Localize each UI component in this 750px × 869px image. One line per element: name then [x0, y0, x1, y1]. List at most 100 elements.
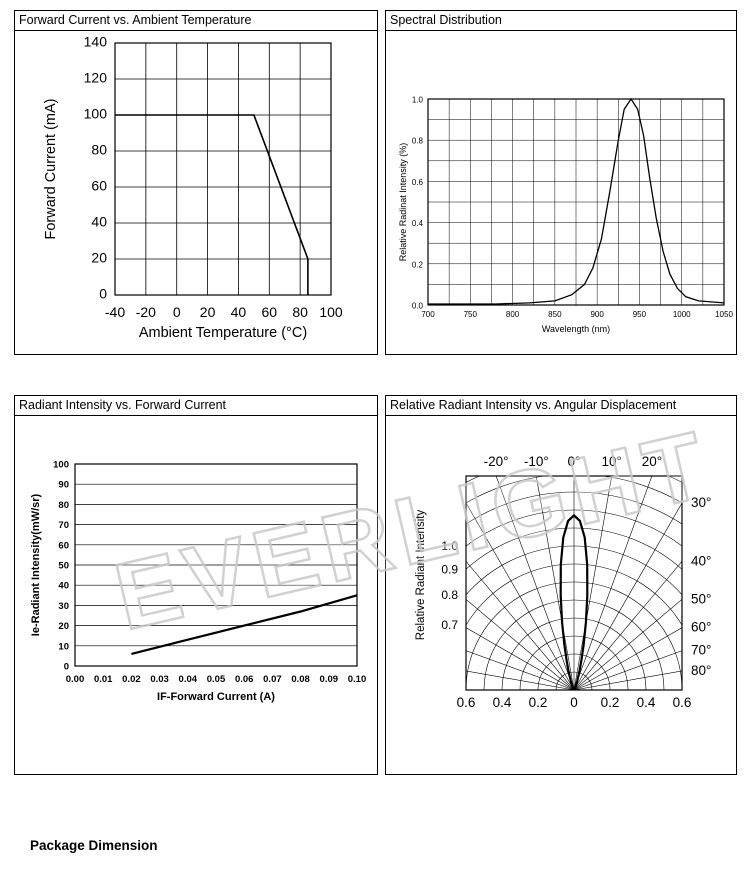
svg-text:800: 800 — [506, 310, 520, 319]
svg-text:0.2: 0.2 — [412, 260, 424, 269]
angle-labels-top: -20° -10° 0° 10° 20° — [484, 454, 662, 469]
series-spectrum — [428, 97, 725, 305]
svg-text:-10°: -10° — [524, 454, 549, 469]
svg-text:0.8: 0.8 — [441, 588, 458, 602]
series-radiant-intensity — [131, 594, 358, 655]
package-dimension-heading: Package Dimension — [30, 838, 158, 853]
svg-text:30: 30 — [58, 601, 69, 612]
svg-text:1.0: 1.0 — [441, 539, 458, 553]
svg-text:0.6: 0.6 — [412, 178, 424, 187]
svg-text:0.03: 0.03 — [150, 674, 169, 685]
svg-text:60°: 60° — [691, 620, 711, 635]
svg-text:80°: 80° — [691, 663, 711, 678]
plot-border — [427, 98, 725, 306]
svg-text:60: 60 — [261, 304, 277, 320]
svg-text:20°: 20° — [642, 454, 662, 469]
svg-text:120: 120 — [84, 70, 108, 86]
svg-text:950: 950 — [633, 310, 647, 319]
angle-labels-right: 30° 40° 50° 60° 70° 80° — [691, 495, 711, 678]
svg-text:20: 20 — [58, 621, 69, 632]
svg-text:100: 100 — [53, 460, 69, 471]
y-tick-labels: 0 10 20 30 40 50 60 70 80 90 100 — [53, 460, 69, 673]
svg-text:0.05: 0.05 — [207, 674, 226, 685]
svg-text:0.00: 0.00 — [66, 674, 85, 685]
beam-curve — [559, 513, 589, 690]
svg-text:80: 80 — [58, 500, 69, 511]
svg-text:0.2: 0.2 — [601, 695, 620, 710]
svg-text:-40: -40 — [105, 304, 125, 320]
x-tick-labels: -40 -20 0 20 40 60 80 100 — [105, 304, 343, 320]
svg-text:0.06: 0.06 — [235, 674, 254, 685]
svg-text:0.2: 0.2 — [529, 695, 548, 710]
svg-text:750: 750 — [464, 310, 478, 319]
svg-text:140: 140 — [84, 34, 108, 50]
svg-text:900: 900 — [590, 310, 604, 319]
plot-border — [74, 463, 358, 667]
svg-text:70: 70 — [58, 520, 69, 531]
svg-text:40: 40 — [91, 214, 107, 230]
svg-text:1000: 1000 — [673, 310, 691, 319]
grid — [114, 42, 332, 296]
svg-text:1050: 1050 — [715, 310, 733, 319]
svg-text:0.4: 0.4 — [637, 695, 656, 710]
svg-text:0.10: 0.10 — [348, 674, 367, 685]
svg-text:50°: 50° — [691, 591, 711, 606]
series-max-forward-current — [115, 114, 309, 295]
svg-text:30°: 30° — [691, 495, 711, 510]
panel-forward-current-vs-temperature: Forward Current vs. Ambient Temperature … — [14, 10, 378, 355]
svg-text:0.01: 0.01 — [94, 674, 113, 685]
svg-text:0.6: 0.6 — [457, 695, 476, 710]
x-tick-labels: 0.00 0.01 0.02 0.03 0.04 0.05 0.06 0.07 0.08 0.09… — [66, 674, 367, 685]
svg-text:0.0: 0.0 — [412, 302, 424, 311]
svg-text:60: 60 — [58, 540, 69, 551]
panel-angular-displacement: Relative Radiant Intensity vs. Angular D… — [385, 395, 737, 775]
svg-text:80: 80 — [91, 142, 107, 158]
svg-text:0: 0 — [570, 695, 578, 710]
derating-chart: -40 -20 0 20 40 60 80 100 0 20 40 60 80 100 120 140 Ambi… — [43, 34, 343, 342]
svg-text:0.07: 0.07 — [263, 674, 282, 685]
svg-text:0: 0 — [99, 286, 107, 302]
svg-text:0.4: 0.4 — [412, 219, 424, 228]
x-axis-label: IF-Forward Current (A) — [157, 691, 275, 703]
panel-title-spectral: Spectral Distribution — [386, 11, 736, 31]
svg-text:40: 40 — [231, 304, 247, 320]
svg-text:60: 60 — [91, 178, 107, 194]
svg-text:0°: 0° — [568, 454, 581, 469]
svg-text:70°: 70° — [691, 643, 711, 658]
svg-text:40: 40 — [58, 581, 69, 592]
svg-text:0.8: 0.8 — [412, 137, 424, 146]
y-tick-labels: 0 20 40 60 80 100 120 140 — [84, 34, 108, 302]
svg-text:90: 90 — [58, 480, 69, 491]
svg-text:100: 100 — [84, 106, 108, 122]
svg-text:0.6: 0.6 — [673, 695, 692, 710]
y-axis-label: Relative Radiant Intensity — [415, 510, 427, 641]
svg-text:10°: 10° — [601, 454, 621, 469]
svg-text:50: 50 — [58, 561, 69, 572]
y-tick-labels: 0.0 0.2 0.4 0.6 0.8 1.0 — [412, 96, 424, 311]
radial-scale-labels: 1.0 0.9 0.8 0.7 — [441, 539, 458, 632]
polar-grid — [466, 476, 682, 690]
y-axis-label: Forward Current (mA) — [43, 99, 59, 240]
svg-text:0.08: 0.08 — [291, 674, 310, 685]
plot-border — [114, 42, 332, 296]
svg-text:0.09: 0.09 — [320, 674, 339, 685]
svg-text:20: 20 — [91, 250, 107, 266]
svg-text:0.9: 0.9 — [441, 562, 458, 576]
grid — [427, 98, 725, 306]
svg-text:10: 10 — [58, 641, 69, 652]
svg-text:0.04: 0.04 — [179, 674, 198, 685]
grid — [75, 463, 357, 667]
y-axis-label: Ie-Radiant Intensity(mW/sr) — [30, 493, 42, 636]
angular-displacement-polar-chart: -20° -10° 0° 10° 20° 30° 40° 50° 60° 70° 80° 1.0 0.9… — [415, 454, 711, 710]
panel-title-radiant-intensity: Radiant Intensity vs. Forward Current — [15, 396, 377, 416]
panel-spectral-distribution: Spectral Distribution 700 750 800 850 900 950… — [385, 10, 737, 355]
bottom-scale-labels: 0.6 0.4 0.2 0 0.2 0.4 0.6 — [457, 695, 692, 710]
svg-text:-20°: -20° — [484, 454, 509, 469]
svg-text:0: 0 — [64, 662, 69, 673]
svg-text:1.0: 1.0 — [412, 96, 424, 105]
svg-text:850: 850 — [548, 310, 562, 319]
panel-title-angular: Relative Radiant Intensity vs. Angular D… — [386, 396, 736, 416]
radiant-intensity-chart: 0.00 0.01 0.02 0.03 0.04 0.05 0.06 0.07 0.08 0.09… — [30, 460, 367, 704]
svg-text:40°: 40° — [691, 553, 711, 568]
